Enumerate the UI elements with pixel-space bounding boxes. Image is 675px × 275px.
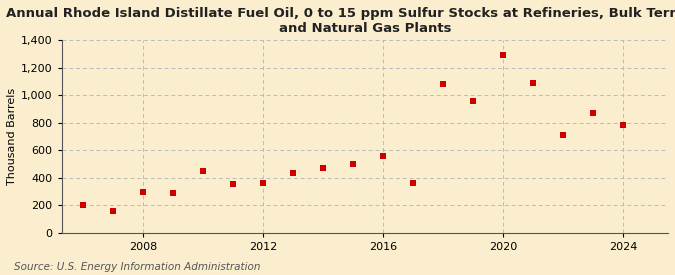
Point <box>408 181 418 185</box>
Point <box>528 81 539 85</box>
Point <box>468 98 479 103</box>
Point <box>227 182 238 186</box>
Point <box>588 111 599 115</box>
Y-axis label: Thousand Barrels: Thousand Barrels <box>7 88 17 185</box>
Title: Annual Rhode Island Distillate Fuel Oil, 0 to 15 ppm Sulfur Stocks at Refineries: Annual Rhode Island Distillate Fuel Oil,… <box>6 7 675 35</box>
Point <box>348 162 358 166</box>
Point <box>437 82 448 86</box>
Point <box>288 171 298 176</box>
Point <box>317 166 328 170</box>
Point <box>497 53 508 57</box>
Point <box>138 190 148 194</box>
Point <box>78 203 88 207</box>
Point <box>558 133 568 137</box>
Point <box>167 191 178 196</box>
Point <box>257 181 268 185</box>
Point <box>197 169 208 173</box>
Point <box>618 123 628 127</box>
Point <box>107 209 118 213</box>
Point <box>377 154 388 158</box>
Text: Source: U.S. Energy Information Administration: Source: U.S. Energy Information Administ… <box>14 262 260 272</box>
